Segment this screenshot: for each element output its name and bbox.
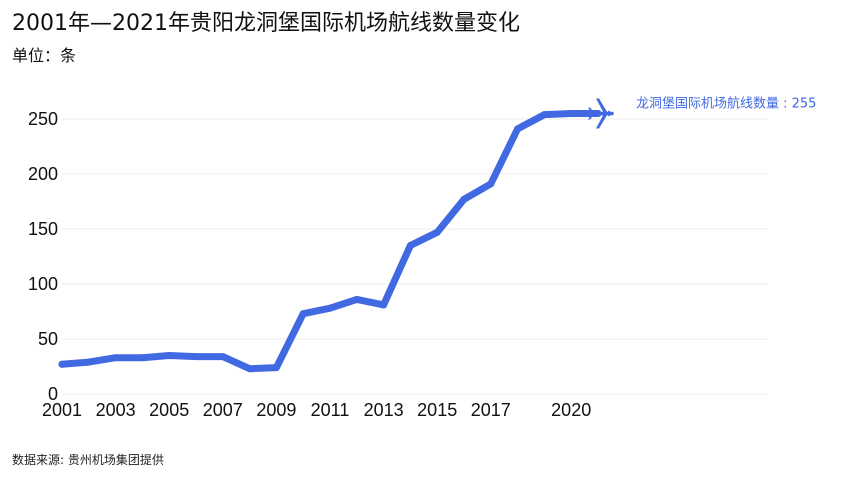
x-axis-ticks: 2001 2003 2005 2007 2009 2011 2013 2015 2017 2020 <box>42 400 591 420</box>
x-tick-label: 2013 <box>364 400 404 420</box>
data-point <box>192 353 200 361</box>
data-point <box>487 180 495 188</box>
data-source: 数据来源: 贵州机场集团提供 <box>12 453 164 467</box>
x-tick-label: 2005 <box>149 400 189 420</box>
unit-label: 单位：条 <box>12 46 77 65</box>
data-point <box>112 354 120 362</box>
series-annotation: 龙洞堡国际机场航线数量 : 255 <box>636 96 816 112</box>
y-tick-label: 100 <box>28 274 58 294</box>
data-point <box>246 365 254 373</box>
x-tick-label: 2009 <box>256 400 296 420</box>
y-tick-label: 50 <box>38 329 58 349</box>
y-tick-label: 200 <box>28 164 58 184</box>
x-tick-label: 2001 <box>42 400 82 420</box>
data-point <box>380 301 388 309</box>
chart-title: 2001年—2021年贵阳龙洞堡国际机场航线数量变化 <box>12 11 520 36</box>
data-point <box>85 358 93 366</box>
x-tick-label: 2011 <box>311 400 350 420</box>
series-line <box>58 110 602 373</box>
data-point <box>326 304 334 312</box>
data-point <box>353 295 361 303</box>
data-point <box>460 195 468 203</box>
data-point <box>165 352 173 359</box>
y-tick-label: 250 <box>28 109 58 129</box>
data-point <box>272 364 280 372</box>
data-point <box>138 354 146 362</box>
x-tick-label: 2003 <box>96 400 136 420</box>
data-point <box>567 110 575 117</box>
y-tick-label: 0 <box>48 384 58 404</box>
data-point <box>299 310 307 318</box>
data-point <box>219 353 227 361</box>
data-point <box>540 111 548 119</box>
airplane-icon <box>588 98 614 129</box>
data-point <box>406 242 414 249</box>
x-tick-label: 2020 <box>551 400 591 420</box>
y-axis-ticks: 0 50 100 150 200 250 <box>28 109 58 404</box>
data-point <box>433 228 441 236</box>
x-tick-label: 2015 <box>417 400 457 420</box>
gridlines <box>62 118 768 395</box>
data-point <box>58 360 66 368</box>
y-tick-label: 150 <box>28 219 58 239</box>
data-point <box>514 125 522 133</box>
data-points <box>58 110 602 373</box>
x-tick-label: 2007 <box>203 400 243 420</box>
x-tick-label: 2017 <box>471 400 511 420</box>
